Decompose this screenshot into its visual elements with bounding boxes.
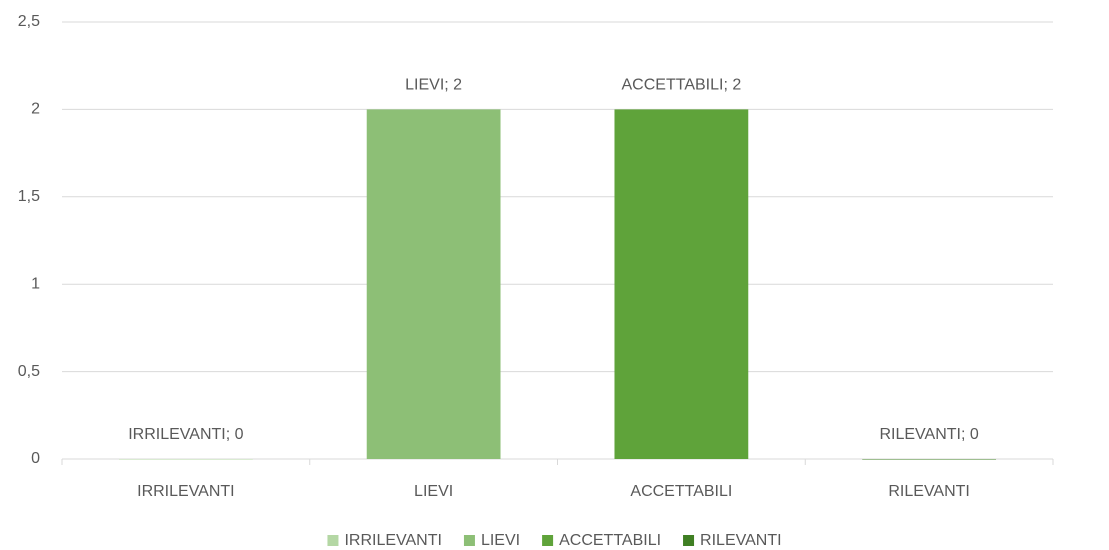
x-tick-label: IRRILEVANTI	[137, 483, 235, 500]
y-tick-label: 0	[31, 450, 40, 467]
y-tick-label: 2,5	[18, 13, 40, 30]
data-label: RILEVANTI; 0	[879, 426, 978, 443]
bar	[118, 459, 253, 460]
data-label: LIEVI; 2	[405, 77, 462, 94]
y-tick-label: 1	[31, 275, 40, 292]
bar	[614, 109, 749, 460]
legend-swatch	[327, 535, 339, 546]
y-tick-label: 0,5	[18, 363, 40, 380]
legend-label: IRRILEVANTI	[344, 532, 442, 549]
bar	[366, 109, 501, 460]
x-tick-label: RILEVANTI	[888, 483, 970, 500]
data-label: ACCETTABILI; 2	[622, 77, 742, 94]
legend-swatch	[463, 535, 475, 546]
legend-label: ACCETTABILI	[559, 532, 661, 549]
legend-swatch	[542, 535, 554, 546]
bar	[862, 459, 997, 460]
x-tick-label: LIEVI	[414, 483, 453, 500]
legend-label: LIEVI	[481, 532, 520, 549]
y-tick-label: 1,5	[18, 188, 40, 205]
legend-label: RILEVANTI	[700, 532, 782, 549]
data-label: IRRILEVANTI; 0	[128, 426, 243, 443]
y-tick-label: 2	[31, 101, 40, 118]
legend-swatch	[683, 535, 695, 546]
x-tick-label: ACCETTABILI	[630, 483, 732, 500]
